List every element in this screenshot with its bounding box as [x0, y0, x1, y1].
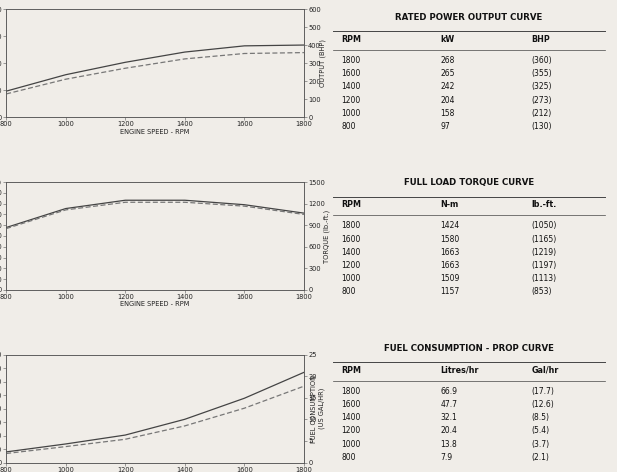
Text: (325): (325)	[531, 83, 552, 92]
Text: 1800: 1800	[341, 56, 361, 65]
Text: lb.-ft.: lb.-ft.	[531, 201, 557, 210]
Text: 1400: 1400	[341, 83, 361, 92]
Text: (273): (273)	[531, 96, 552, 105]
Text: kW: kW	[441, 35, 455, 44]
Text: (12.6): (12.6)	[531, 400, 554, 409]
Text: (3.7): (3.7)	[531, 439, 550, 448]
Text: 1424: 1424	[441, 221, 460, 230]
Text: Litres/hr: Litres/hr	[441, 366, 479, 375]
Text: 1800: 1800	[341, 387, 361, 396]
Text: FUEL CONSUMPTION - PROP CURVE: FUEL CONSUMPTION - PROP CURVE	[384, 344, 554, 353]
Text: RPM: RPM	[341, 366, 362, 375]
Text: 1663: 1663	[441, 261, 460, 270]
Text: 1000: 1000	[341, 274, 361, 283]
Text: RPM: RPM	[341, 35, 362, 44]
Text: 1600: 1600	[341, 400, 361, 409]
X-axis label: ENGINE SPEED - RPM: ENGINE SPEED - RPM	[120, 302, 190, 307]
Text: 800: 800	[341, 122, 356, 131]
Text: 242: 242	[441, 83, 455, 92]
Text: (212): (212)	[531, 109, 552, 118]
Y-axis label: TORQUE (lb.-ft.): TORQUE (lb.-ft.)	[323, 210, 329, 262]
Text: (355): (355)	[531, 69, 552, 78]
Text: 800: 800	[341, 287, 356, 296]
Text: 1200: 1200	[341, 426, 361, 435]
Text: (5.4): (5.4)	[531, 426, 550, 435]
Text: 1157: 1157	[441, 287, 460, 296]
Text: BHP: BHP	[531, 35, 550, 44]
Text: 47.7: 47.7	[441, 400, 458, 409]
Text: (8.5): (8.5)	[531, 413, 549, 422]
Text: 1000: 1000	[341, 109, 361, 118]
Text: (1113): (1113)	[531, 274, 557, 283]
Text: 97: 97	[441, 122, 450, 131]
Text: (2.1): (2.1)	[531, 453, 549, 462]
Text: 32.1: 32.1	[441, 413, 457, 422]
Text: 7.9: 7.9	[441, 453, 453, 462]
Text: 1200: 1200	[341, 96, 361, 105]
Text: 1580: 1580	[441, 235, 460, 244]
Text: 265: 265	[441, 69, 455, 78]
Text: (1165): (1165)	[531, 235, 557, 244]
Text: RPM: RPM	[341, 201, 362, 210]
Y-axis label: OUTPUT (BHP): OUTPUT (BHP)	[319, 39, 326, 87]
Text: (1050): (1050)	[531, 221, 557, 230]
Text: 1800: 1800	[341, 221, 361, 230]
Text: 1400: 1400	[341, 248, 361, 257]
Text: 1000: 1000	[341, 439, 361, 448]
Text: 20.4: 20.4	[441, 426, 458, 435]
Text: 1509: 1509	[441, 274, 460, 283]
Text: 800: 800	[341, 453, 356, 462]
Text: RATED POWER OUTPUT CURVE: RATED POWER OUTPUT CURVE	[395, 13, 542, 22]
Y-axis label: FUEL CONSUMPTION
(US GAL/HR): FUEL CONSUMPTION (US GAL/HR)	[311, 375, 325, 443]
Text: 1200: 1200	[341, 261, 361, 270]
Text: 66.9: 66.9	[441, 387, 458, 396]
Text: (17.7): (17.7)	[531, 387, 554, 396]
Text: (853): (853)	[531, 287, 552, 296]
Text: FULL LOAD TORQUE CURVE: FULL LOAD TORQUE CURVE	[404, 178, 534, 187]
Text: 1400: 1400	[341, 413, 361, 422]
Text: 1663: 1663	[441, 248, 460, 257]
Text: (360): (360)	[531, 56, 552, 65]
Text: Gal/hr: Gal/hr	[531, 366, 559, 375]
Text: N-m: N-m	[441, 201, 459, 210]
Text: 13.8: 13.8	[441, 439, 457, 448]
Text: 158: 158	[441, 109, 455, 118]
Text: 268: 268	[441, 56, 455, 65]
X-axis label: ENGINE SPEED - RPM: ENGINE SPEED - RPM	[120, 129, 190, 135]
Text: 1600: 1600	[341, 69, 361, 78]
Text: (1219): (1219)	[531, 248, 557, 257]
Text: 1600: 1600	[341, 235, 361, 244]
Text: (1197): (1197)	[531, 261, 557, 270]
Text: 204: 204	[441, 96, 455, 105]
Text: (130): (130)	[531, 122, 552, 131]
